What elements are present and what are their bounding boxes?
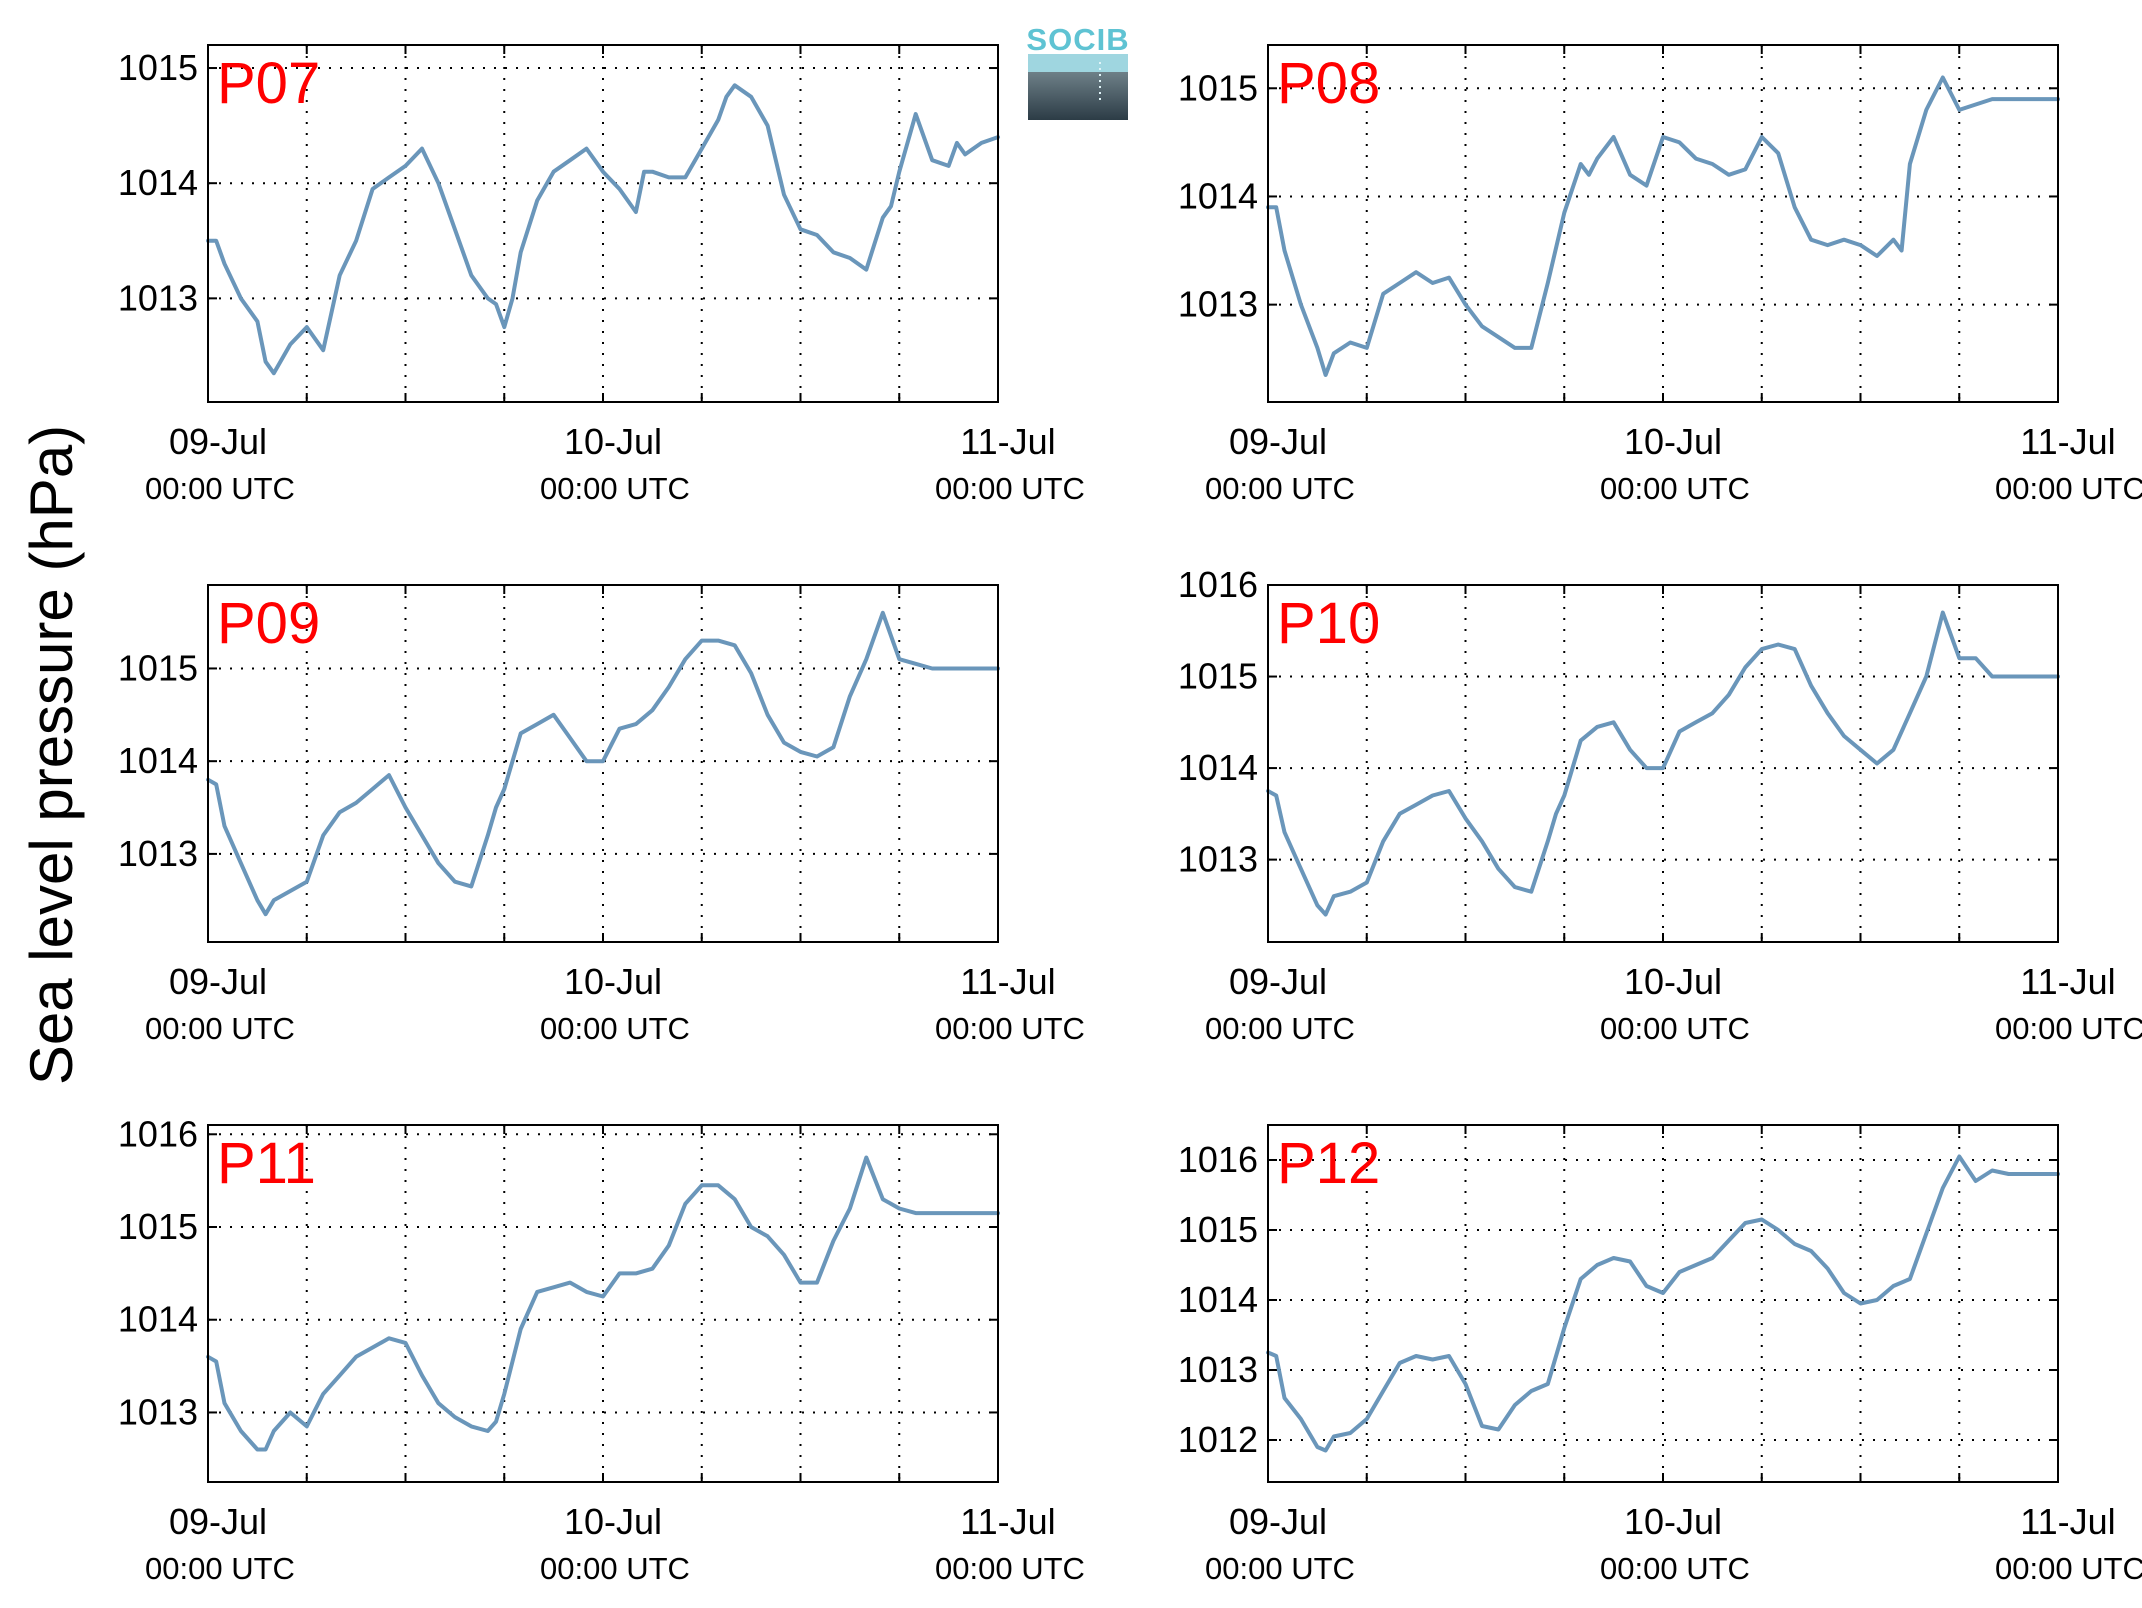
x-tick-label-time: 00:00 UTC — [1995, 1551, 2142, 1586]
x-tick-label-date: 11-Jul — [2020, 961, 2115, 1002]
y-tick-label: 1014 — [1178, 747, 1258, 788]
x-tick-label-time: 00:00 UTC — [145, 1551, 295, 1586]
x-tick-label-date: 10-Jul — [564, 1501, 662, 1542]
panel-label: P07 — [217, 51, 320, 116]
axes-frame — [1267, 584, 2059, 943]
y-tick-label: 1013 — [1178, 839, 1258, 880]
series-line — [206, 610, 1000, 917]
series-line — [1266, 610, 2060, 917]
axes-frame — [207, 584, 999, 943]
y-tick-label: 1015 — [118, 647, 198, 688]
y-tick-label: 1012 — [1178, 1419, 1258, 1460]
x-tick-label-time: 00:00 UTC — [935, 1011, 1085, 1046]
logo-block — [1028, 72, 1128, 120]
x-tick-label-time: 00:00 UTC — [145, 1011, 295, 1046]
axes-frame — [207, 44, 999, 403]
y-tick-label: 1013 — [118, 1391, 198, 1432]
x-tick-label-time: 00:00 UTC — [935, 471, 1085, 506]
plot-area — [208, 585, 998, 942]
x-tick-label-date: 11-Jul — [2020, 1501, 2115, 1542]
y-tick-label: 1014 — [1178, 175, 1258, 216]
x-tick-label-date: 09-Jul — [169, 1501, 267, 1542]
x-tick-label-time: 00:00 UTC — [1600, 1551, 1750, 1586]
panel-p10: 1013 1014 1015 1016 09-Jul 00:00 UTC 10-Jul 00:… — [1178, 564, 2142, 1046]
x-tick-label-date: 09-Jul — [169, 421, 267, 462]
panel-p12: 1012 1013 1014 1015 1016 09-Jul 00:00 UTC 10-Ju… — [1178, 1124, 2142, 1586]
x-tick-label-date: 11-Jul — [960, 1501, 1055, 1542]
y-tick-label: 1013 — [118, 277, 198, 318]
y-tick-label: 1013 — [118, 833, 198, 874]
panel-p11: 1013 1014 1015 1016 09-Jul 00:00 UTC 10-Jul 00:… — [118, 1113, 1085, 1586]
plot-area — [1268, 1125, 2058, 1482]
x-tick-label-date: 10-Jul — [1624, 1501, 1722, 1542]
series-line — [1266, 75, 2060, 377]
axes-frame — [1267, 44, 2059, 403]
x-tick-label-time: 00:00 UTC — [540, 1011, 690, 1046]
x-tick-label-date: 10-Jul — [1624, 421, 1722, 462]
x-tick-label-date: 11-Jul — [960, 421, 1055, 462]
x-tick-label-date: 09-Jul — [1229, 421, 1327, 462]
x-tick-label-time: 00:00 UTC — [935, 1551, 1085, 1586]
x-tick-label-time: 00:00 UTC — [1205, 1551, 1355, 1586]
x-tick-label-date: 11-Jul — [2020, 421, 2115, 462]
y-tick-label: 1015 — [1178, 656, 1258, 697]
x-tick-label-date: 10-Jul — [1624, 961, 1722, 1002]
panels: 1013 1014 1015 09-Jul 00:00 UTC 10-Jul 00:00 U… — [118, 44, 2142, 1586]
axes-frame — [207, 1124, 999, 1483]
axes-frame — [1267, 1124, 2059, 1483]
y-tick-label: 1015 — [1178, 1209, 1258, 1250]
y-tick-label: 1014 — [118, 740, 198, 781]
x-tick-label-time: 00:00 UTC — [1600, 1011, 1750, 1046]
x-tick-label-date: 10-Jul — [564, 421, 662, 462]
x-tick-label-time: 00:00 UTC — [540, 1551, 690, 1586]
x-tick-label-date: 09-Jul — [169, 961, 267, 1002]
y-axis-label: Sea level pressure (hPa) — [18, 425, 85, 1085]
y-tick-label: 1014 — [118, 1299, 198, 1340]
plot-area — [1268, 45, 2058, 402]
panel-label: P12 — [1277, 1131, 1380, 1196]
panel-p08: 1013 1014 1015 09-Jul 00:00 UTC 10-Jul 00:00 U… — [1178, 44, 2142, 506]
x-tick-label-time: 00:00 UTC — [1995, 1011, 2142, 1046]
y-tick-label: 1014 — [118, 162, 198, 203]
logo-text: SOCIB — [1026, 22, 1129, 57]
y-tick-label: 1015 — [1178, 67, 1258, 108]
x-tick-label-date: 09-Jul — [1229, 1501, 1327, 1542]
x-tick-label-date: 09-Jul — [1229, 961, 1327, 1002]
y-tick-label: 1016 — [1178, 564, 1258, 605]
series-line — [206, 1155, 1000, 1452]
panel-label: P08 — [1277, 51, 1380, 116]
y-tick-label: 1016 — [1178, 1139, 1258, 1180]
socib-logo: SOCIB — [1026, 22, 1129, 120]
y-tick-label: 1013 — [1178, 284, 1258, 325]
series-line — [206, 83, 1000, 376]
y-tick-label: 1013 — [1178, 1349, 1258, 1390]
x-tick-label-time: 00:00 UTC — [1205, 1011, 1355, 1046]
x-tick-label-time: 00:00 UTC — [1995, 471, 2142, 506]
panel-p07: 1013 1014 1015 09-Jul 00:00 UTC 10-Jul 00:00 U… — [118, 44, 1085, 506]
plot-area — [208, 1125, 998, 1482]
x-tick-label-time: 00:00 UTC — [145, 471, 295, 506]
x-tick-label-time: 00:00 UTC — [1600, 471, 1750, 506]
y-tick-label: 1016 — [118, 1113, 198, 1154]
x-tick-label-time: 00:00 UTC — [540, 471, 690, 506]
y-tick-label: 1014 — [1178, 1279, 1258, 1320]
x-tick-label-time: 00:00 UTC — [1205, 471, 1355, 506]
panel-p09: 1013 1014 1015 09-Jul 00:00 UTC 10-Jul 00:00 U… — [118, 584, 1085, 1046]
panel-label: P10 — [1277, 591, 1380, 656]
x-tick-label-date: 11-Jul — [960, 961, 1055, 1002]
series-line — [1266, 1154, 2060, 1453]
y-tick-label: 1015 — [118, 1206, 198, 1247]
panel-label: P11 — [217, 1131, 316, 1196]
logo-water-band — [1028, 54, 1128, 72]
panel-label: P09 — [217, 591, 320, 656]
x-tick-label-date: 10-Jul — [564, 961, 662, 1002]
y-tick-label: 1015 — [118, 47, 198, 88]
